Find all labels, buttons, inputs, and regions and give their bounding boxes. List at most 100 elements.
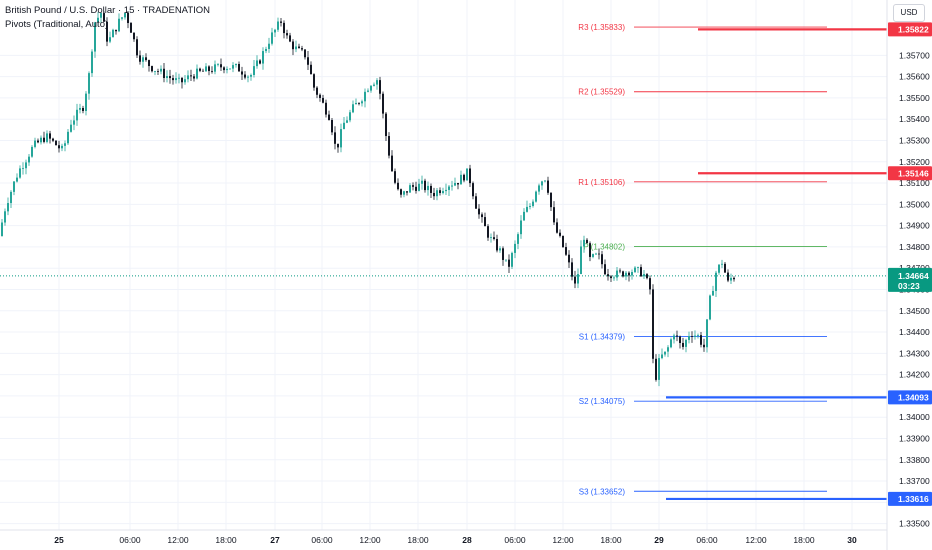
y-tick-label: 1.35100 — [899, 178, 930, 188]
x-tick-label: 30 — [847, 535, 857, 545]
x-tick-label: 06:00 — [311, 535, 333, 545]
x-tick-label: 06:00 — [119, 535, 141, 545]
currency-button[interactable]: USD — [893, 4, 925, 22]
candle-body — [346, 120, 348, 123]
candle-body — [445, 189, 447, 192]
candle-body — [583, 239, 585, 247]
candles — [1, 10, 735, 387]
candle-body — [28, 156, 30, 163]
candle-body — [703, 344, 705, 348]
candle-body — [502, 248, 504, 260]
candle-body — [265, 48, 267, 52]
candle-body — [715, 272, 717, 291]
candle-body — [724, 263, 726, 273]
candle-body — [670, 339, 672, 348]
candle-body — [538, 185, 540, 192]
candle-body — [574, 276, 576, 284]
x-tick-label: 18:00 — [215, 535, 237, 545]
candle-body — [409, 185, 411, 193]
candle-body — [259, 60, 261, 64]
candle-body — [514, 243, 516, 253]
candle-body — [238, 63, 240, 72]
price-tag — [888, 166, 932, 181]
candle-body — [673, 335, 675, 340]
candle-body — [70, 124, 72, 132]
candle-body — [655, 358, 657, 380]
candle-body — [709, 295, 711, 320]
candle-body — [307, 57, 309, 65]
candle-body — [700, 335, 702, 345]
candle-body — [121, 17, 123, 19]
candle-body — [613, 277, 615, 279]
candle-body — [706, 319, 708, 348]
candle-body — [472, 183, 474, 197]
x-tick-label: 12:00 — [167, 535, 189, 545]
candle-body — [127, 12, 129, 24]
candle-body — [460, 174, 462, 185]
candle-body — [217, 64, 219, 66]
candle-body — [682, 342, 684, 347]
candle-body — [571, 262, 573, 277]
candle-body — [172, 78, 174, 81]
symbol-title[interactable]: British Pound / U.S. Dollar · 15 · TRADE… — [5, 5, 211, 16]
candle-body — [82, 107, 84, 111]
candle-body — [448, 186, 450, 190]
candle-body — [376, 80, 378, 85]
candle-body — [697, 335, 699, 336]
candle-body — [91, 51, 93, 74]
y-tick-label: 1.34400 — [899, 327, 930, 337]
y-tick-label: 1.34900 — [899, 221, 930, 231]
pivot-label-r3: R3 (1.35833) — [578, 23, 625, 32]
candle-body — [343, 122, 345, 130]
candle-body — [469, 168, 471, 184]
y-tick-label: 1.33500 — [899, 519, 930, 529]
candle-body — [193, 76, 195, 79]
candle-body — [13, 181, 15, 192]
candle-body — [148, 60, 150, 67]
candle-body — [280, 21, 282, 23]
candle-body — [718, 264, 720, 273]
candle-body — [640, 267, 642, 277]
candle-body — [145, 57, 147, 61]
candle-body — [133, 32, 135, 40]
pivot-label-s1: S1 (1.34379) — [579, 333, 626, 342]
candle-body — [499, 248, 501, 251]
x-tick-label: 12:00 — [359, 535, 381, 545]
candle-body — [7, 203, 9, 212]
candle-body — [10, 191, 12, 204]
indicator-label[interactable]: Pivots (Traditional, Auto) — [5, 19, 109, 30]
candle-body — [598, 253, 600, 255]
candle-body — [184, 79, 186, 83]
candle-body — [664, 351, 666, 355]
candle-body — [154, 71, 156, 72]
candle-body — [691, 336, 693, 337]
candle-body — [430, 185, 432, 193]
time-axis: 25 06:00 12:00 18:00 27 06:00 12:00 18:00 28 06:0… — [54, 535, 857, 545]
candle-body — [55, 140, 57, 146]
candle-body — [112, 29, 114, 38]
candle-body — [58, 145, 60, 149]
candle-body — [616, 270, 618, 278]
y-tick-label: 1.35600 — [899, 72, 930, 82]
candle-body — [247, 76, 249, 78]
y-tick-label: 1.33800 — [899, 455, 930, 465]
candle-body — [61, 145, 63, 149]
candle-body — [277, 21, 279, 30]
candle-body — [31, 146, 33, 157]
y-tick-label: 1.34000 — [899, 412, 930, 422]
candle-body — [223, 67, 225, 71]
candle-body — [442, 191, 444, 194]
candle-body — [274, 29, 276, 33]
candle-body — [73, 120, 75, 125]
candle-body — [505, 259, 507, 261]
candle-body — [250, 74, 252, 77]
candle-body — [688, 336, 690, 340]
candle-body — [301, 48, 303, 50]
candle-body — [373, 84, 375, 86]
candle-body — [322, 97, 324, 103]
candle-body — [85, 93, 87, 111]
candle-body — [136, 39, 138, 56]
candle-body — [331, 119, 333, 133]
